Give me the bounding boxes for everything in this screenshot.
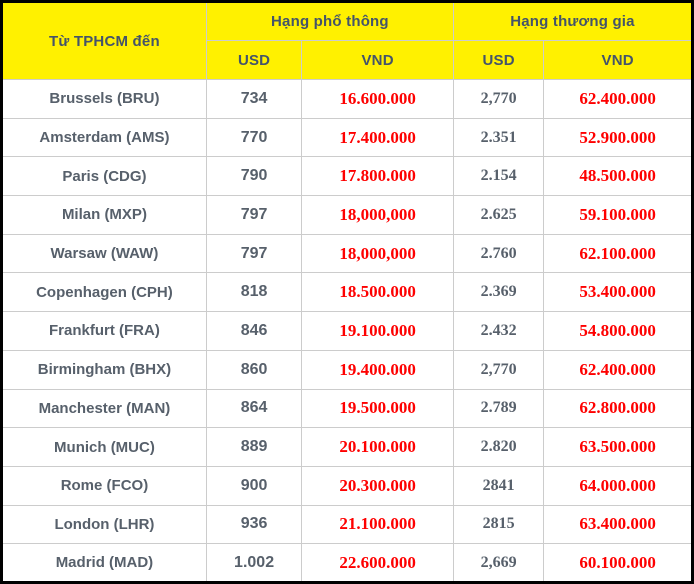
business-usd-value: 2,669 [452,543,545,583]
economy-usd-value: 734 [205,79,303,119]
business-usd-value: 2.154 [452,156,545,197]
business-vnd-value: 60.100.000 [543,543,693,583]
city-label: Manchester (MAN) [1,388,207,429]
business-vnd-value: 54.800.000 [543,311,693,351]
city-label: Copenhagen (CPH) [1,272,207,313]
table-row: Madrid (MAD) 1.002 22.600.000 2,669 60.1… [1,543,693,583]
business-usd-value: 2.789 [452,388,545,429]
economy-usd-value: 797 [205,195,303,235]
economy-usd-header: USD [205,40,303,80]
business-usd-header: USD [452,40,545,80]
business-vnd-value: 48.500.000 [543,156,693,197]
table-row: Birmingham (BHX) 860 19.400.000 2,770 62… [1,349,693,390]
economy-vnd-value: 19.400.000 [301,349,454,390]
business-vnd-value: 62.400.000 [543,79,693,119]
business-usd-value: 2.820 [452,427,545,467]
city-label: Amsterdam (AMS) [1,117,207,158]
table-row: Manchester (MAN) 864 19.500.000 2.789 62… [1,388,693,429]
business-vnd-value: 62.100.000 [543,233,693,274]
business-vnd-value: 62.800.000 [543,388,693,429]
business-vnd-value: 63.500.000 [543,427,693,467]
economy-usd-value: 860 [205,349,303,390]
city-label: Warsaw (WAW) [1,233,207,274]
business-vnd-value: 63.400.000 [543,504,693,545]
economy-vnd-value: 21.100.000 [301,504,454,545]
city-label: Paris (CDG) [1,156,207,197]
economy-usd-value: 790 [205,156,303,197]
header-group-row: Từ TPHCM đến Hạng phổ thông Hạng thương … [1,1,694,80]
economy-vnd-value: 17.400.000 [301,117,454,158]
city-label: Birmingham (BHX) [1,349,207,390]
business-usd-value: 2.369 [452,272,545,313]
economy-usd-value: 864 [205,388,303,429]
table-row: Frankfurt (FRA) 846 19.100.000 2.432 54.… [1,311,693,351]
fare-table-header: Từ TPHCM đến Hạng phổ thông Hạng thương … [1,1,694,80]
business-usd-value: 2,770 [452,349,545,390]
table-row: Brussels (BRU) 734 16.600.000 2,770 62.4… [1,79,693,119]
economy-vnd-value: 20.100.000 [301,427,454,467]
economy-usd-value: 1.002 [205,543,303,583]
economy-usd-value: 846 [205,311,303,351]
business-vnd-header: VND [543,40,693,80]
table-row: Warsaw (WAW) 797 18,000,000 2.760 62.100… [1,233,693,274]
business-usd-value: 2.351 [452,117,545,158]
business-usd-value: 2815 [452,504,545,545]
economy-usd-value: 889 [205,427,303,467]
business-vnd-value: 64.000.000 [543,465,693,506]
city-label: Milan (MXP) [1,195,207,235]
economy-vnd-value: 19.500.000 [301,388,454,429]
economy-usd-value: 770 [205,117,303,158]
economy-vnd-value: 17.800.000 [301,156,454,197]
economy-vnd-value: 18,000,000 [301,195,454,235]
business-usd-value: 2,770 [452,79,545,119]
economy-class-header: Hạng phổ thông [205,1,454,41]
table-row: Paris (CDG) 790 17.800.000 2.154 48.500.… [1,156,693,197]
economy-vnd-value: 16.600.000 [301,79,454,119]
table-row: Munich (MUC) 889 20.100.000 2.820 63.500… [1,427,693,467]
table-row: Milan (MXP) 797 18,000,000 2.625 59.100.… [1,195,693,235]
business-vnd-value: 52.900.000 [543,117,693,158]
table-row: Copenhagen (CPH) 818 18.500.000 2.369 53… [1,272,693,313]
economy-usd-value: 797 [205,233,303,274]
business-vnd-value: 62.400.000 [543,349,693,390]
header-currency-row: USD VND USD VND [2,40,693,80]
city-label: Madrid (MAD) [1,543,207,583]
city-label: Rome (FCO) [1,465,207,506]
economy-vnd-value: 19.100.000 [301,311,454,351]
business-vnd-value: 59.100.000 [543,195,693,235]
table-row: Amsterdam (AMS) 770 17.400.000 2.351 52.… [1,117,693,158]
business-usd-value: 2.760 [452,233,545,274]
economy-vnd-header: VND [301,40,454,80]
economy-vnd-value: 22.600.000 [301,543,454,583]
table-row: London (LHR) 936 21.100.000 2815 63.400.… [1,504,693,545]
business-class-header: Hạng thương gia [452,1,694,41]
table-row: Rome (FCO) 900 20.300.000 2841 64.000.00… [1,465,693,506]
economy-vnd-value: 18,000,000 [301,233,454,274]
origin-column-header: Từ TPHCM đến [1,1,207,80]
city-label: Brussels (BRU) [1,79,207,119]
city-label: London (LHR) [1,504,207,545]
business-usd-value: 2.432 [452,311,545,351]
fare-table-body: Brussels (BRU) 734 16.600.000 2,770 62.4… [1,79,693,583]
city-label: Munich (MUC) [1,427,207,467]
business-usd-value: 2841 [452,465,545,506]
business-vnd-value: 53.400.000 [543,272,693,313]
economy-usd-value: 936 [205,504,303,545]
economy-usd-value: 818 [205,272,303,313]
economy-usd-value: 900 [205,465,303,506]
business-usd-value: 2.625 [452,195,545,235]
city-label: Frankfurt (FRA) [1,311,207,351]
economy-vnd-value: 18.500.000 [301,272,454,313]
economy-vnd-value: 20.300.000 [301,465,454,506]
